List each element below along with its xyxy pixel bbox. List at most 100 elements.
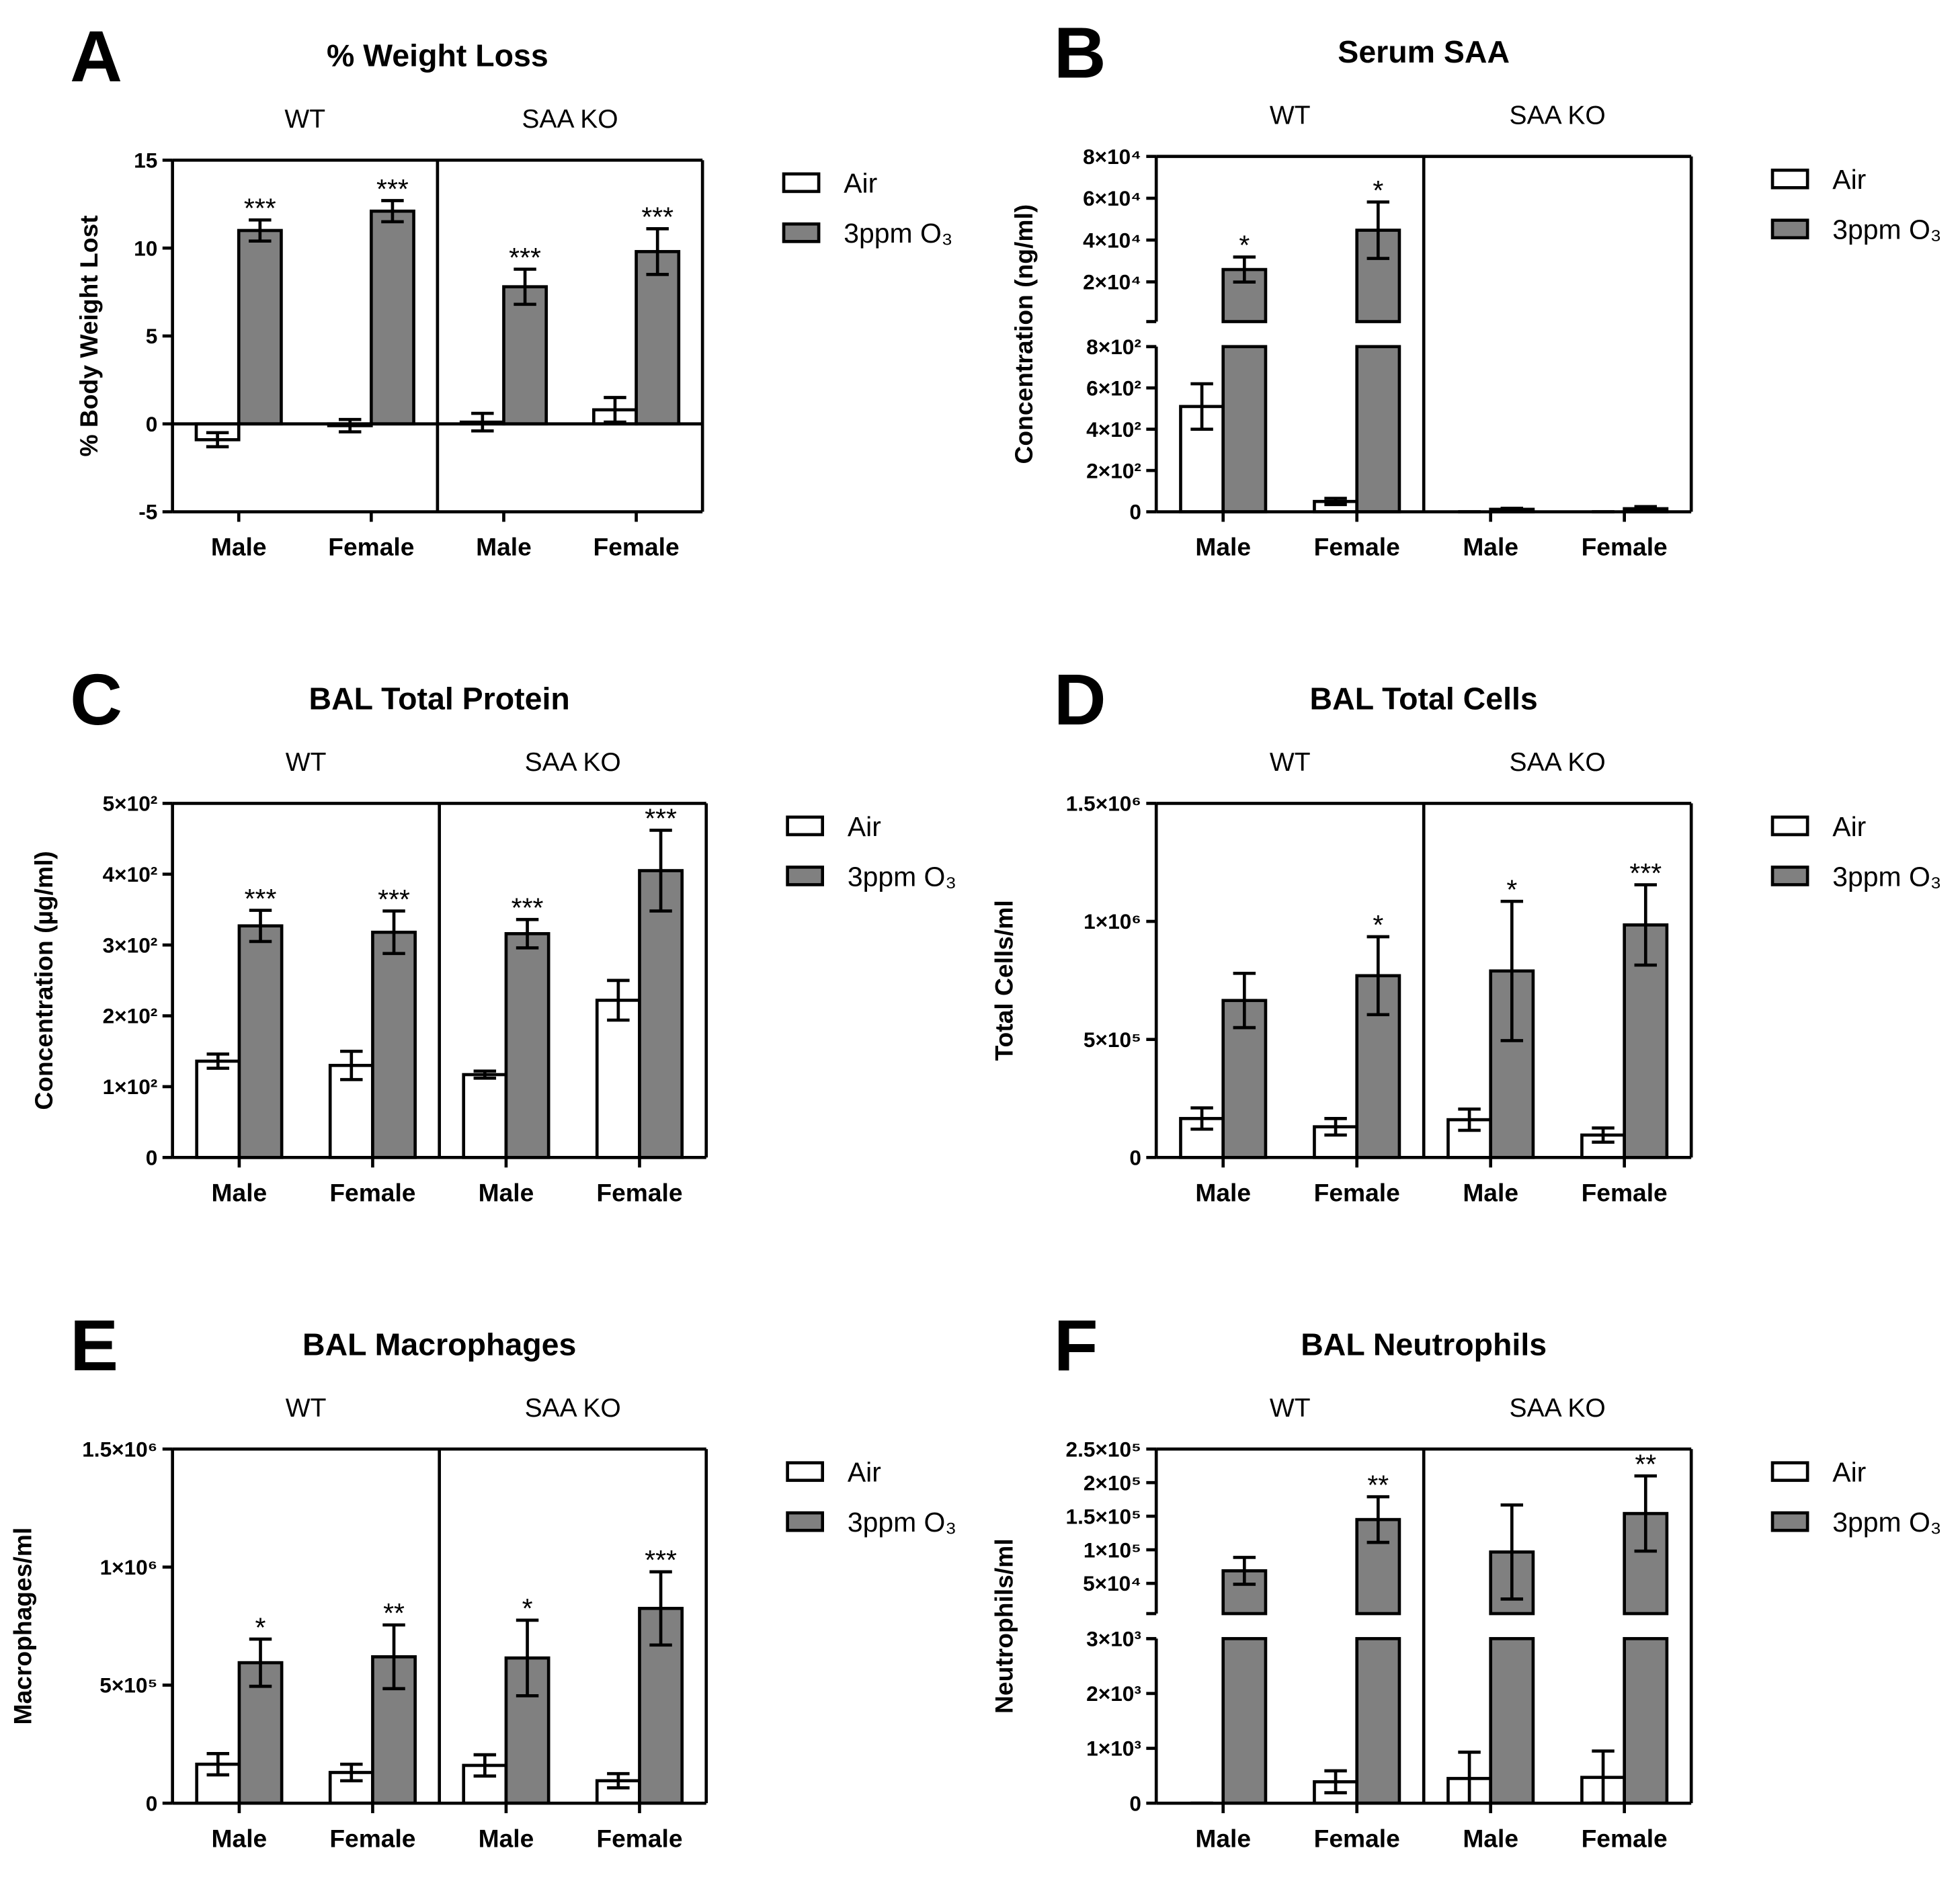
y-tick-label: 5×10⁵ bbox=[99, 1673, 157, 1698]
x-tick-label: Female bbox=[1582, 1824, 1668, 1852]
bar bbox=[370, 209, 415, 426]
error-bar bbox=[516, 1618, 539, 1698]
y-axis-label: Neutrophils/ml bbox=[989, 1538, 1018, 1714]
significance: *** bbox=[245, 883, 277, 914]
significance: * bbox=[1239, 230, 1250, 261]
legend-label: 3ppm O₃ bbox=[844, 218, 952, 249]
bar bbox=[638, 869, 684, 1159]
bar bbox=[1355, 345, 1401, 513]
y-tick-label: 1×10² bbox=[103, 1075, 158, 1099]
legend-label: Air bbox=[848, 1457, 881, 1488]
significance: *** bbox=[378, 884, 410, 915]
group-label: SAA KO bbox=[525, 748, 621, 777]
x-tick-label: Male bbox=[1195, 1178, 1251, 1206]
error-bar bbox=[1366, 200, 1390, 260]
error-bar bbox=[1500, 1503, 1524, 1601]
panel-letter: A bbox=[70, 15, 122, 97]
error-bar bbox=[514, 267, 536, 306]
y-tick-label: 0 bbox=[1129, 1146, 1141, 1170]
bar bbox=[195, 1059, 241, 1159]
error-bar bbox=[1500, 899, 1524, 1042]
bar bbox=[1489, 1636, 1535, 1805]
significance: *** bbox=[512, 892, 544, 923]
bar bbox=[237, 924, 284, 1159]
significance: * bbox=[255, 1612, 266, 1642]
error-bar bbox=[1458, 1108, 1481, 1132]
legend-swatch bbox=[786, 866, 825, 886]
y-axis-label: Macrophages/ml bbox=[9, 1528, 37, 1725]
bar bbox=[371, 930, 417, 1159]
group-label: SAA KO bbox=[1510, 1394, 1606, 1423]
bar bbox=[1221, 1636, 1268, 1805]
bar bbox=[502, 285, 548, 426]
error-bar bbox=[604, 396, 626, 424]
panel-letter: E bbox=[70, 1304, 118, 1386]
y-tick-label: 2×10² bbox=[103, 1004, 158, 1028]
x-tick-label: Male bbox=[1195, 533, 1251, 561]
group-label: WT bbox=[284, 105, 325, 134]
legend-swatch bbox=[1770, 815, 1809, 837]
error-bar bbox=[471, 411, 494, 433]
significance: *** bbox=[645, 803, 677, 834]
y-tick-label: 6×10² bbox=[1086, 376, 1141, 400]
y-tick-label: 5×10⁵ bbox=[1084, 1028, 1141, 1052]
legend-swatch bbox=[1770, 1511, 1809, 1532]
legend-swatch bbox=[782, 172, 821, 194]
y-tick-label: 8×10⁴ bbox=[1083, 144, 1141, 169]
y-tick-label: 0 bbox=[146, 412, 158, 436]
legend-swatch bbox=[1770, 866, 1809, 886]
significance: *** bbox=[244, 193, 276, 224]
error-bar bbox=[473, 1753, 497, 1778]
legend-label: 3ppm O₃ bbox=[1832, 1507, 1941, 1538]
y-tick-label: 1×10⁵ bbox=[1084, 1538, 1141, 1562]
error-bar bbox=[1324, 497, 1347, 507]
error-bar bbox=[381, 199, 404, 224]
bar bbox=[1623, 1636, 1669, 1805]
significance: ** bbox=[383, 1597, 405, 1628]
significance: *** bbox=[376, 173, 409, 204]
significance: *** bbox=[509, 242, 541, 273]
group-label: WT bbox=[286, 1394, 327, 1423]
legend-swatch bbox=[786, 1461, 825, 1483]
y-axis-label: Concentration (ng/ml) bbox=[1010, 204, 1038, 464]
error-bar bbox=[473, 1069, 497, 1080]
y-tick-label: 1×10³ bbox=[1086, 1737, 1141, 1761]
significance: *** bbox=[641, 202, 673, 233]
chart-title: BAL Total Cells bbox=[1310, 681, 1538, 716]
significance: * bbox=[1373, 909, 1383, 940]
error-bar bbox=[1324, 1769, 1347, 1794]
y-axis-label: % Body Weight Lost bbox=[75, 215, 103, 456]
error-bar bbox=[340, 1762, 363, 1783]
y-tick-label: 6×10⁴ bbox=[1083, 186, 1141, 210]
y-tick-label: 5 bbox=[146, 324, 158, 348]
y-tick-label: 0 bbox=[146, 1791, 158, 1815]
panel-letter: B bbox=[1054, 11, 1106, 93]
y-tick-label: 1.5×10⁵ bbox=[1066, 1504, 1141, 1528]
x-tick-label: Male bbox=[212, 1824, 268, 1852]
y-tick-label: 5×10⁴ bbox=[1083, 1571, 1141, 1595]
x-tick-label: Female bbox=[1582, 533, 1668, 561]
error-bar bbox=[1233, 1556, 1256, 1586]
error-bar bbox=[646, 227, 669, 276]
error-bar bbox=[1366, 1495, 1390, 1544]
error-bar bbox=[249, 1637, 272, 1688]
panel-letter: C bbox=[70, 659, 122, 740]
legend-label: Air bbox=[1832, 164, 1866, 195]
bar bbox=[462, 1073, 508, 1159]
legend-swatch bbox=[1770, 218, 1809, 240]
y-tick-label: 2×10² bbox=[1086, 458, 1141, 483]
group-label: SAA KO bbox=[525, 1394, 621, 1423]
x-tick-label: Male bbox=[212, 1178, 268, 1206]
legend-label: 3ppm O₃ bbox=[848, 1507, 956, 1538]
error-bar bbox=[249, 909, 272, 944]
error-bar bbox=[338, 417, 362, 433]
x-tick-label: Male bbox=[1463, 1178, 1518, 1206]
y-tick-label: 3×10² bbox=[103, 933, 158, 957]
legend-swatch bbox=[786, 1511, 825, 1532]
y-tick-label: 2×10⁵ bbox=[1084, 1470, 1141, 1495]
legend-swatch bbox=[786, 815, 825, 837]
y-tick-label: 1×10⁶ bbox=[100, 1555, 158, 1579]
x-tick-label: Female bbox=[1314, 1178, 1400, 1206]
x-tick-label: Male bbox=[1195, 1824, 1251, 1852]
